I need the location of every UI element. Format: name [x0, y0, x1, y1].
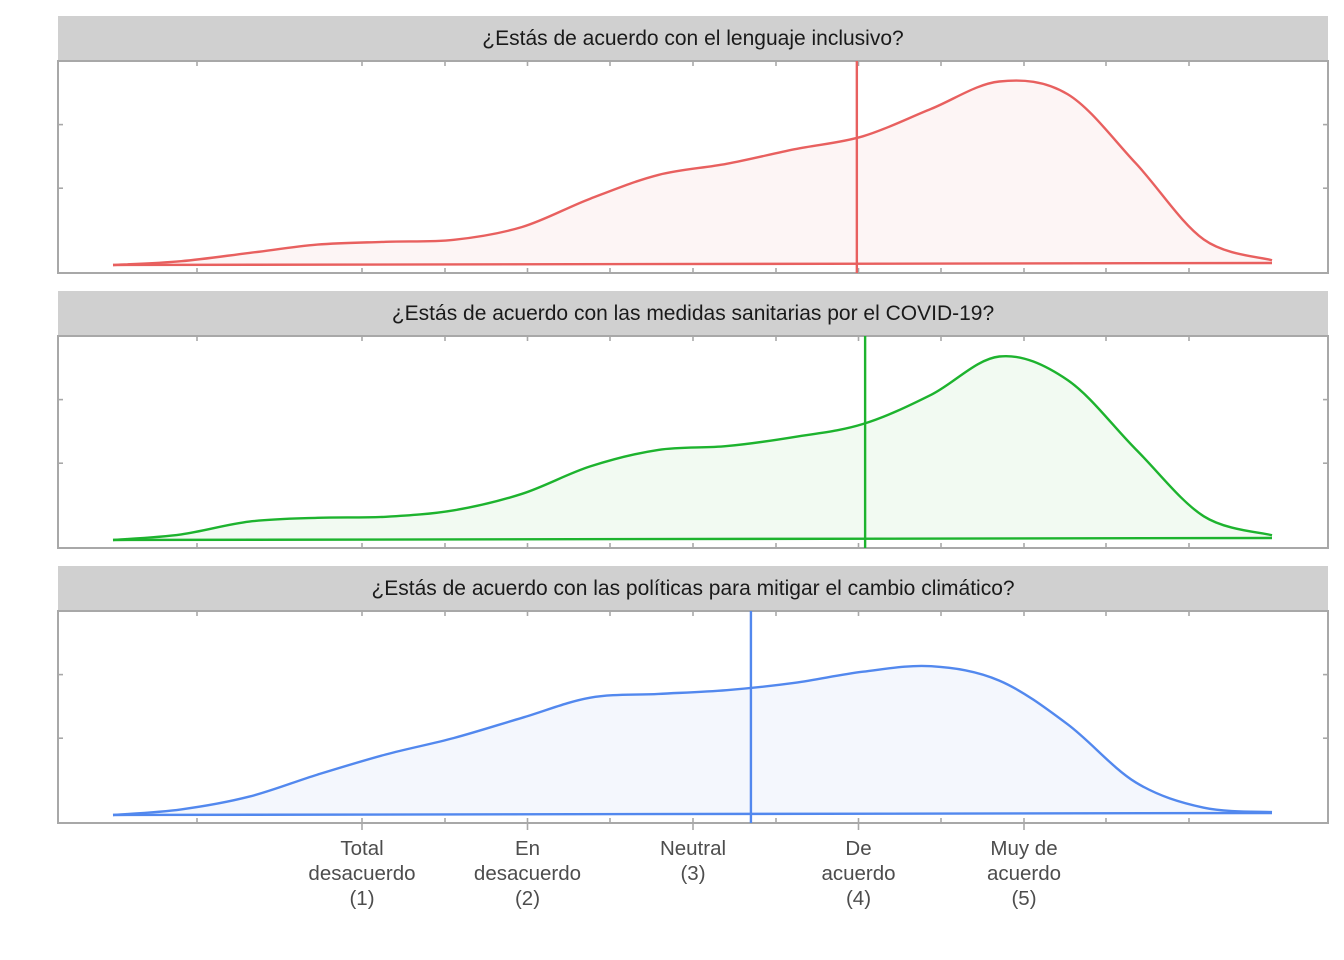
- density-area: [113, 665, 1272, 815]
- x-tick-label: Total desacuerdo (1): [308, 837, 415, 910]
- x-tick-label-line: (3): [680, 862, 705, 885]
- facet-strip: [58, 566, 1328, 610]
- x-tick-label-line: (1): [349, 887, 374, 910]
- x-tick-label: Neutral (3): [660, 837, 726, 885]
- density-curve: [112, 354, 1273, 542]
- x-tick-label-line: Total: [340, 837, 383, 860]
- facet-title: ¿Estás de acuerdo con las políticas para…: [371, 577, 1014, 600]
- x-tick-label-line: acuerdo: [821, 862, 895, 885]
- x-tick-label-line: (5): [1011, 887, 1036, 910]
- x-tick-label: De acuerdo (4): [821, 837, 895, 910]
- x-tick-label-line: Neutral: [660, 837, 726, 860]
- x-tick-label-line: De: [845, 837, 871, 860]
- x-tick-label-line: Muy de: [990, 837, 1057, 860]
- x-tick-label-line: (4): [846, 887, 871, 910]
- density-curve: [112, 79, 1273, 267]
- density-baseline: [112, 536, 1273, 542]
- density-baseline: [112, 811, 1273, 817]
- density-area: [113, 80, 1272, 265]
- x-tick-label-line: En: [515, 837, 540, 860]
- x-tick-label-line: desacuerdo: [308, 862, 415, 885]
- x-tick-label: Muy de acuerdo (5): [987, 837, 1061, 910]
- facet-strip: [58, 16, 1328, 60]
- density-curve: [112, 664, 1273, 817]
- x-tick-label-line: desacuerdo: [474, 862, 581, 885]
- facet-title: ¿Estás de acuerdo con las medidas sanita…: [392, 302, 994, 325]
- facet-panel-3: ¿Estás de acuerdo con las políticas para…: [57, 566, 1329, 824]
- x-tick-label-line: (2): [515, 887, 540, 910]
- facet-panel-1: ¿Estás de acuerdo con el lenguaje inclus…: [57, 16, 1329, 274]
- density-baseline: [112, 261, 1273, 267]
- facet-strip: [58, 291, 1328, 335]
- facet-panel-2: ¿Estás de acuerdo con las medidas sanita…: [57, 291, 1329, 549]
- x-tick-label: En desacuerdo (2): [474, 837, 581, 910]
- facet-title: ¿Estás de acuerdo con el lenguaje inclus…: [482, 27, 903, 50]
- x-axis: Total desacuerdo (1)En desacuerdo (2)Neutral…: [308, 823, 1061, 910]
- x-tick-label-line: acuerdo: [987, 862, 1061, 885]
